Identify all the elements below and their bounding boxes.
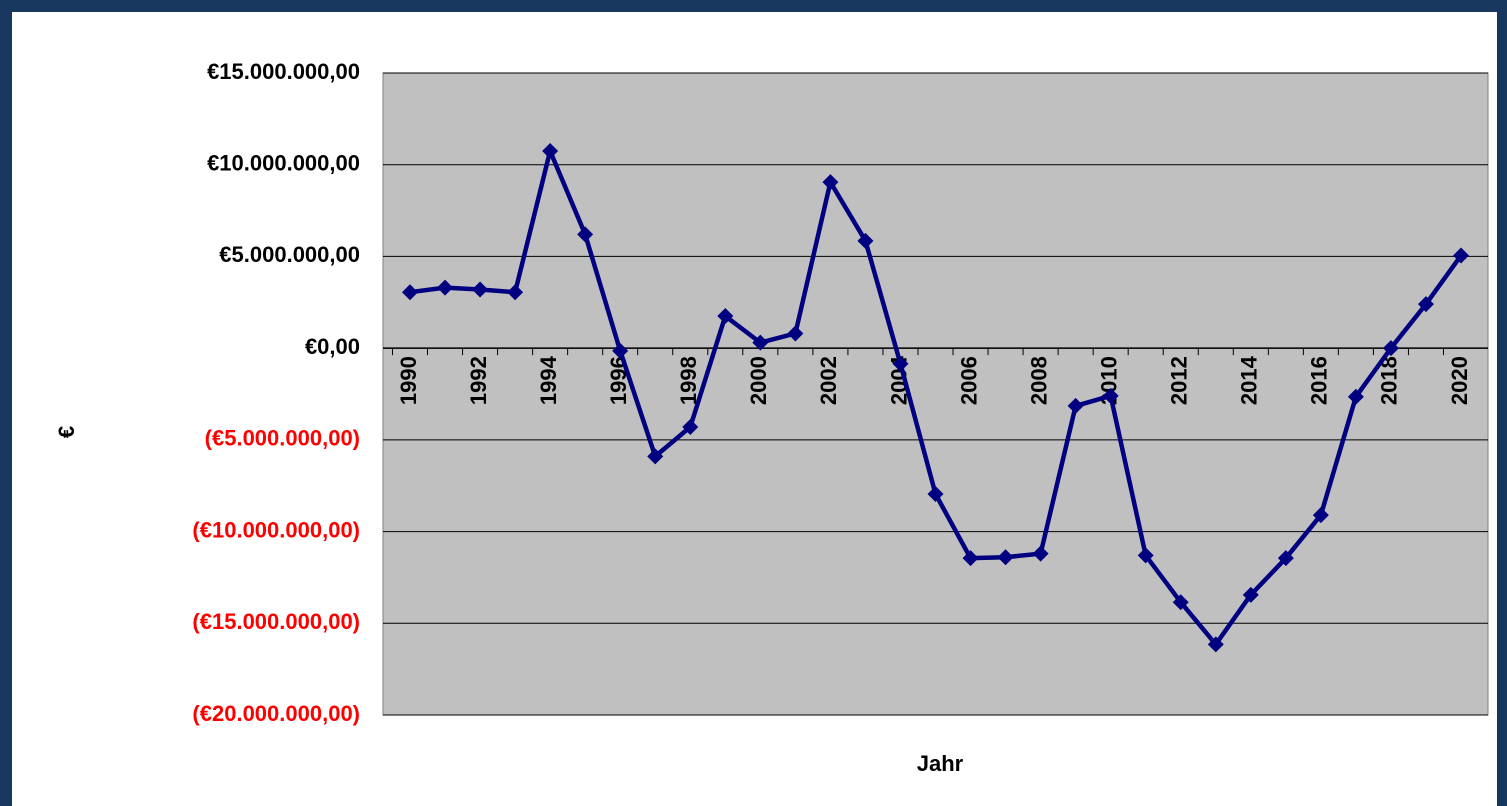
data-point (577, 226, 594, 243)
data-point (402, 284, 418, 301)
x-tick-label: 2020 (1447, 356, 1472, 405)
data-point (717, 308, 734, 325)
x-tick-label: 1992 (466, 356, 491, 405)
y-axis-title: € (54, 426, 79, 438)
x-tick-label: 2000 (746, 356, 771, 405)
data-point (787, 325, 804, 342)
x-tick-label: 2006 (956, 356, 981, 405)
data-point (962, 550, 979, 567)
x-tick-label: 1998 (676, 356, 701, 405)
x-tick-label: 2008 (1026, 356, 1051, 405)
data-point (542, 142, 559, 159)
y-tick-label: (€20.000.000,00) (192, 701, 360, 726)
y-tick-label: (€10.000.000,00) (192, 517, 360, 542)
y-tick-label: (€15.000.000,00) (192, 609, 360, 634)
data-point (1207, 636, 1224, 653)
data-point (437, 279, 454, 296)
data-point (1417, 296, 1434, 313)
y-tick-label: €0,00 (305, 334, 360, 359)
x-tick-label: 2014 (1237, 355, 1262, 405)
y-tick-label: €5.000.000,00 (219, 242, 360, 267)
data-point (892, 355, 909, 372)
data-point (1382, 340, 1399, 357)
data-point (647, 448, 664, 465)
data-point (472, 281, 489, 298)
x-tick-label: 1990 (396, 356, 421, 405)
data-point (1312, 507, 1329, 524)
data-point (1347, 388, 1364, 405)
data-point (1032, 545, 1049, 562)
data-point (1137, 547, 1154, 564)
x-tick-label: 1996 (606, 356, 631, 405)
data-point (612, 342, 629, 359)
data-point (682, 419, 699, 436)
plot-area (382, 72, 1489, 716)
x-tick-label: 1994 (536, 355, 561, 405)
y-tick-label: €10.000.000,00 (207, 151, 360, 176)
x-tick-label: 2016 (1307, 356, 1332, 405)
data-point (1277, 550, 1294, 567)
data-point (1102, 387, 1119, 404)
y-tick-label: (€5.000.000,00) (205, 426, 360, 451)
data-point (997, 549, 1014, 566)
x-axis-title: Jahr (917, 751, 964, 776)
x-tick-label: 2002 (816, 356, 841, 405)
data-point (1242, 586, 1259, 603)
data-point (1453, 247, 1469, 264)
data-point (752, 334, 769, 351)
data-point (1067, 397, 1084, 414)
x-tick-label: 2012 (1167, 356, 1192, 405)
data-point (507, 284, 524, 301)
data-point (1172, 594, 1189, 611)
y-tick-label: €15.000.000,00 (207, 59, 360, 84)
data-point (822, 174, 839, 191)
data-point (927, 485, 944, 502)
data-point (857, 232, 874, 249)
